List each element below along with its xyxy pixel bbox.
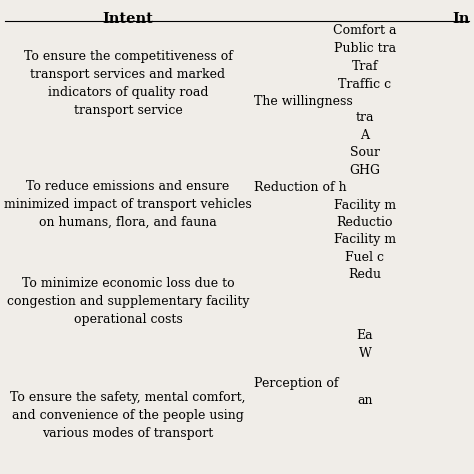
- Text: In: In: [452, 12, 469, 26]
- Text: Facility m: Facility m: [334, 233, 396, 246]
- Text: GHG: GHG: [349, 164, 381, 176]
- Text: The willingness: The willingness: [254, 95, 352, 108]
- Text: Fuel c: Fuel c: [346, 251, 384, 264]
- Text: To reduce emissions and ensure
minimized impact of transport vehicles
on humans,: To reduce emissions and ensure minimized…: [4, 180, 252, 229]
- Text: Reduction of h: Reduction of h: [254, 181, 346, 194]
- Text: Redu: Redu: [348, 268, 382, 281]
- Text: Comfort a: Comfort a: [333, 24, 397, 36]
- Text: Perception of: Perception of: [254, 377, 338, 390]
- Text: A: A: [361, 129, 369, 142]
- Text: Facility m: Facility m: [334, 199, 396, 211]
- Text: Sour: Sour: [350, 146, 380, 159]
- Text: Reductio: Reductio: [337, 216, 393, 229]
- Text: To ensure the competitiveness of
transport services and marked
indicators of qua: To ensure the competitiveness of transpo…: [24, 50, 232, 117]
- Text: To minimize economic loss due to
congestion and supplementary facility
operation: To minimize economic loss due to congest…: [7, 277, 249, 326]
- Text: To ensure the safety, mental comfort,
and convenience of the people using
variou: To ensure the safety, mental comfort, an…: [10, 391, 246, 440]
- Text: Traffic c: Traffic c: [338, 78, 392, 91]
- Text: Ea: Ea: [356, 329, 374, 342]
- Text: tra: tra: [356, 111, 374, 124]
- Text: W: W: [358, 347, 372, 360]
- Text: Intent: Intent: [102, 12, 154, 26]
- Text: an: an: [357, 394, 373, 407]
- Text: Public tra: Public tra: [334, 42, 396, 55]
- Text: Traf: Traf: [352, 60, 378, 73]
